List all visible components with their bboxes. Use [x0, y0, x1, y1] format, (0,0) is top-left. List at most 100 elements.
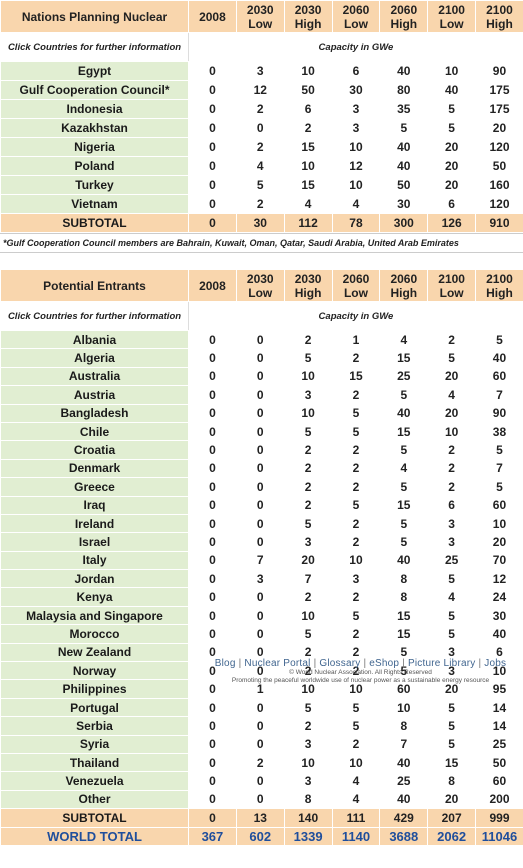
value-cell: 0	[235, 440, 285, 460]
world-total-row: WORLD TOTAL 367 602 1339 1140 3688 2062 11046	[0, 826, 523, 846]
value-cell: 0	[235, 495, 285, 515]
country-name[interactable]: Poland	[0, 156, 189, 176]
value-cell: 0	[235, 329, 285, 350]
value-cell: 126	[427, 213, 477, 233]
country-name[interactable]: Kazakhstan	[0, 118, 189, 138]
value-cell: 4	[379, 329, 429, 350]
value-cell: 0	[188, 99, 237, 119]
value-cell: 140	[283, 808, 333, 828]
country-name[interactable]: Other	[0, 789, 189, 810]
country-name[interactable]: Philippines	[0, 679, 189, 699]
country-name[interactable]: Morocco	[0, 624, 189, 644]
value-cell: 2	[283, 329, 333, 350]
footer-link[interactable]: eShop	[369, 658, 400, 669]
country-name[interactable]: Algeria	[0, 348, 189, 368]
data-row: Turkey 0 5 15 10 50 20 160	[0, 175, 523, 195]
country-name[interactable]: Nigeria	[0, 137, 189, 157]
country-name[interactable]: Egypt	[0, 61, 189, 81]
country-name[interactable]: Iraq	[0, 495, 189, 515]
value-cell: 2	[235, 99, 285, 119]
value-cell: 7	[283, 569, 333, 589]
country-name[interactable]: Vietnam	[0, 194, 189, 214]
country-name[interactable]: Austria	[0, 385, 189, 405]
country-name[interactable]: Thailand	[0, 752, 189, 773]
value-cell: 20	[427, 137, 477, 157]
country-name[interactable]: Indonesia	[0, 99, 189, 119]
country-name[interactable]: Serbia	[0, 716, 189, 736]
country-name[interactable]: Syria	[0, 734, 189, 754]
data-row: Kazakhstan 0 0 2 3 5 5 20	[0, 118, 523, 138]
value-cell: 0	[235, 789, 285, 810]
data-row: Portugal 0 0 5 5 10 5 14	[0, 697, 523, 718]
value-cell: 7	[379, 734, 429, 754]
value-cell: 3688	[379, 826, 429, 846]
value-cell: 5	[331, 403, 381, 423]
value-cell: 14	[475, 697, 523, 718]
value-cell: 0	[188, 421, 237, 442]
footer-link[interactable]: Picture Library	[408, 658, 476, 669]
footer-link[interactable]: Blog	[214, 658, 236, 669]
data-row: Malaysia and Singapore 0 0 10 5 15 5 30	[0, 605, 523, 626]
country-name[interactable]: Ireland	[0, 513, 189, 534]
value-cell: 0	[235, 624, 285, 644]
value-cell: 0	[188, 697, 237, 718]
separator: |	[402, 658, 405, 669]
value-cell: 5	[379, 118, 429, 138]
value-cell: 0	[188, 366, 237, 387]
separator: |	[238, 658, 242, 669]
country-name[interactable]: New Zealand	[0, 642, 189, 663]
country-name[interactable]: Jordan	[0, 569, 189, 589]
country-name[interactable]: Australia	[0, 366, 189, 387]
value-cell: 4	[427, 385, 477, 405]
value-cell: 0	[188, 175, 237, 195]
value-cell: 7	[475, 385, 523, 405]
country-name[interactable]: Malaysia and Singapore	[0, 605, 189, 626]
value-cell: 5	[379, 532, 429, 552]
value-cell: 15	[331, 366, 381, 387]
value-cell: 5	[331, 716, 381, 736]
country-name[interactable]: Croatia	[0, 440, 189, 460]
value-cell: 4	[427, 587, 477, 607]
country-name[interactable]: Denmark	[0, 458, 189, 479]
country-name[interactable]: Israel	[0, 532, 189, 552]
data-row: Australia 0 0 10 15 25 20 60	[0, 366, 523, 387]
value-cell: 6	[427, 495, 477, 515]
country-name[interactable]: Albania	[0, 329, 189, 350]
value-cell: 10	[283, 605, 333, 626]
footer-link[interactable]: Glossary	[319, 658, 361, 669]
value-cell: 5	[331, 495, 381, 515]
value-cell: 0	[235, 477, 285, 497]
country-name[interactable]: Greece	[0, 477, 189, 497]
data-row: Serbia 0 0 2 5 8 5 14	[0, 716, 523, 736]
country-name[interactable]: Chile	[0, 421, 189, 442]
country-name[interactable]: Kenya	[0, 587, 189, 607]
value-cell: 40	[379, 550, 429, 571]
site-footer: Blog | Nuclear Portal | Glossary | eShop | Pictu…	[198, 658, 523, 685]
country-name[interactable]: Portugal	[0, 697, 189, 718]
value-cell: 10	[283, 752, 333, 773]
data-row: Chile 0 0 5 5 15 10 38	[0, 421, 523, 442]
country-name[interactable]: Norway	[0, 661, 189, 681]
value-cell: 0	[188, 808, 237, 828]
value-cell: 5	[427, 569, 477, 589]
value-cell: 10	[283, 366, 333, 387]
value-cell: 40	[379, 61, 429, 81]
footer-link[interactable]: Nuclear Portal	[244, 658, 311, 669]
value-cell: 10	[283, 156, 333, 176]
country-name[interactable]: Venezuela	[0, 771, 189, 791]
country-name[interactable]: Gulf Cooperation Council*	[0, 80, 189, 100]
value-cell: 40	[475, 348, 523, 368]
value-cell: 0	[188, 156, 237, 176]
value-cell: 2	[331, 587, 381, 607]
country-name[interactable]: Bangladesh	[0, 403, 189, 423]
value-cell: 6	[331, 61, 381, 81]
value-cell: 0	[188, 661, 237, 681]
value-cell: 2	[427, 477, 477, 497]
value-cell: 24	[475, 587, 523, 607]
country-name[interactable]: Italy	[0, 550, 189, 571]
value-cell: 200	[475, 789, 523, 810]
country-name[interactable]: Turkey	[0, 175, 189, 195]
footer-link[interactable]: Jobs	[484, 658, 507, 669]
data-row: Vietnam 0 2 4 4 30 6 120	[0, 194, 523, 214]
value-cell: 20	[427, 175, 477, 195]
